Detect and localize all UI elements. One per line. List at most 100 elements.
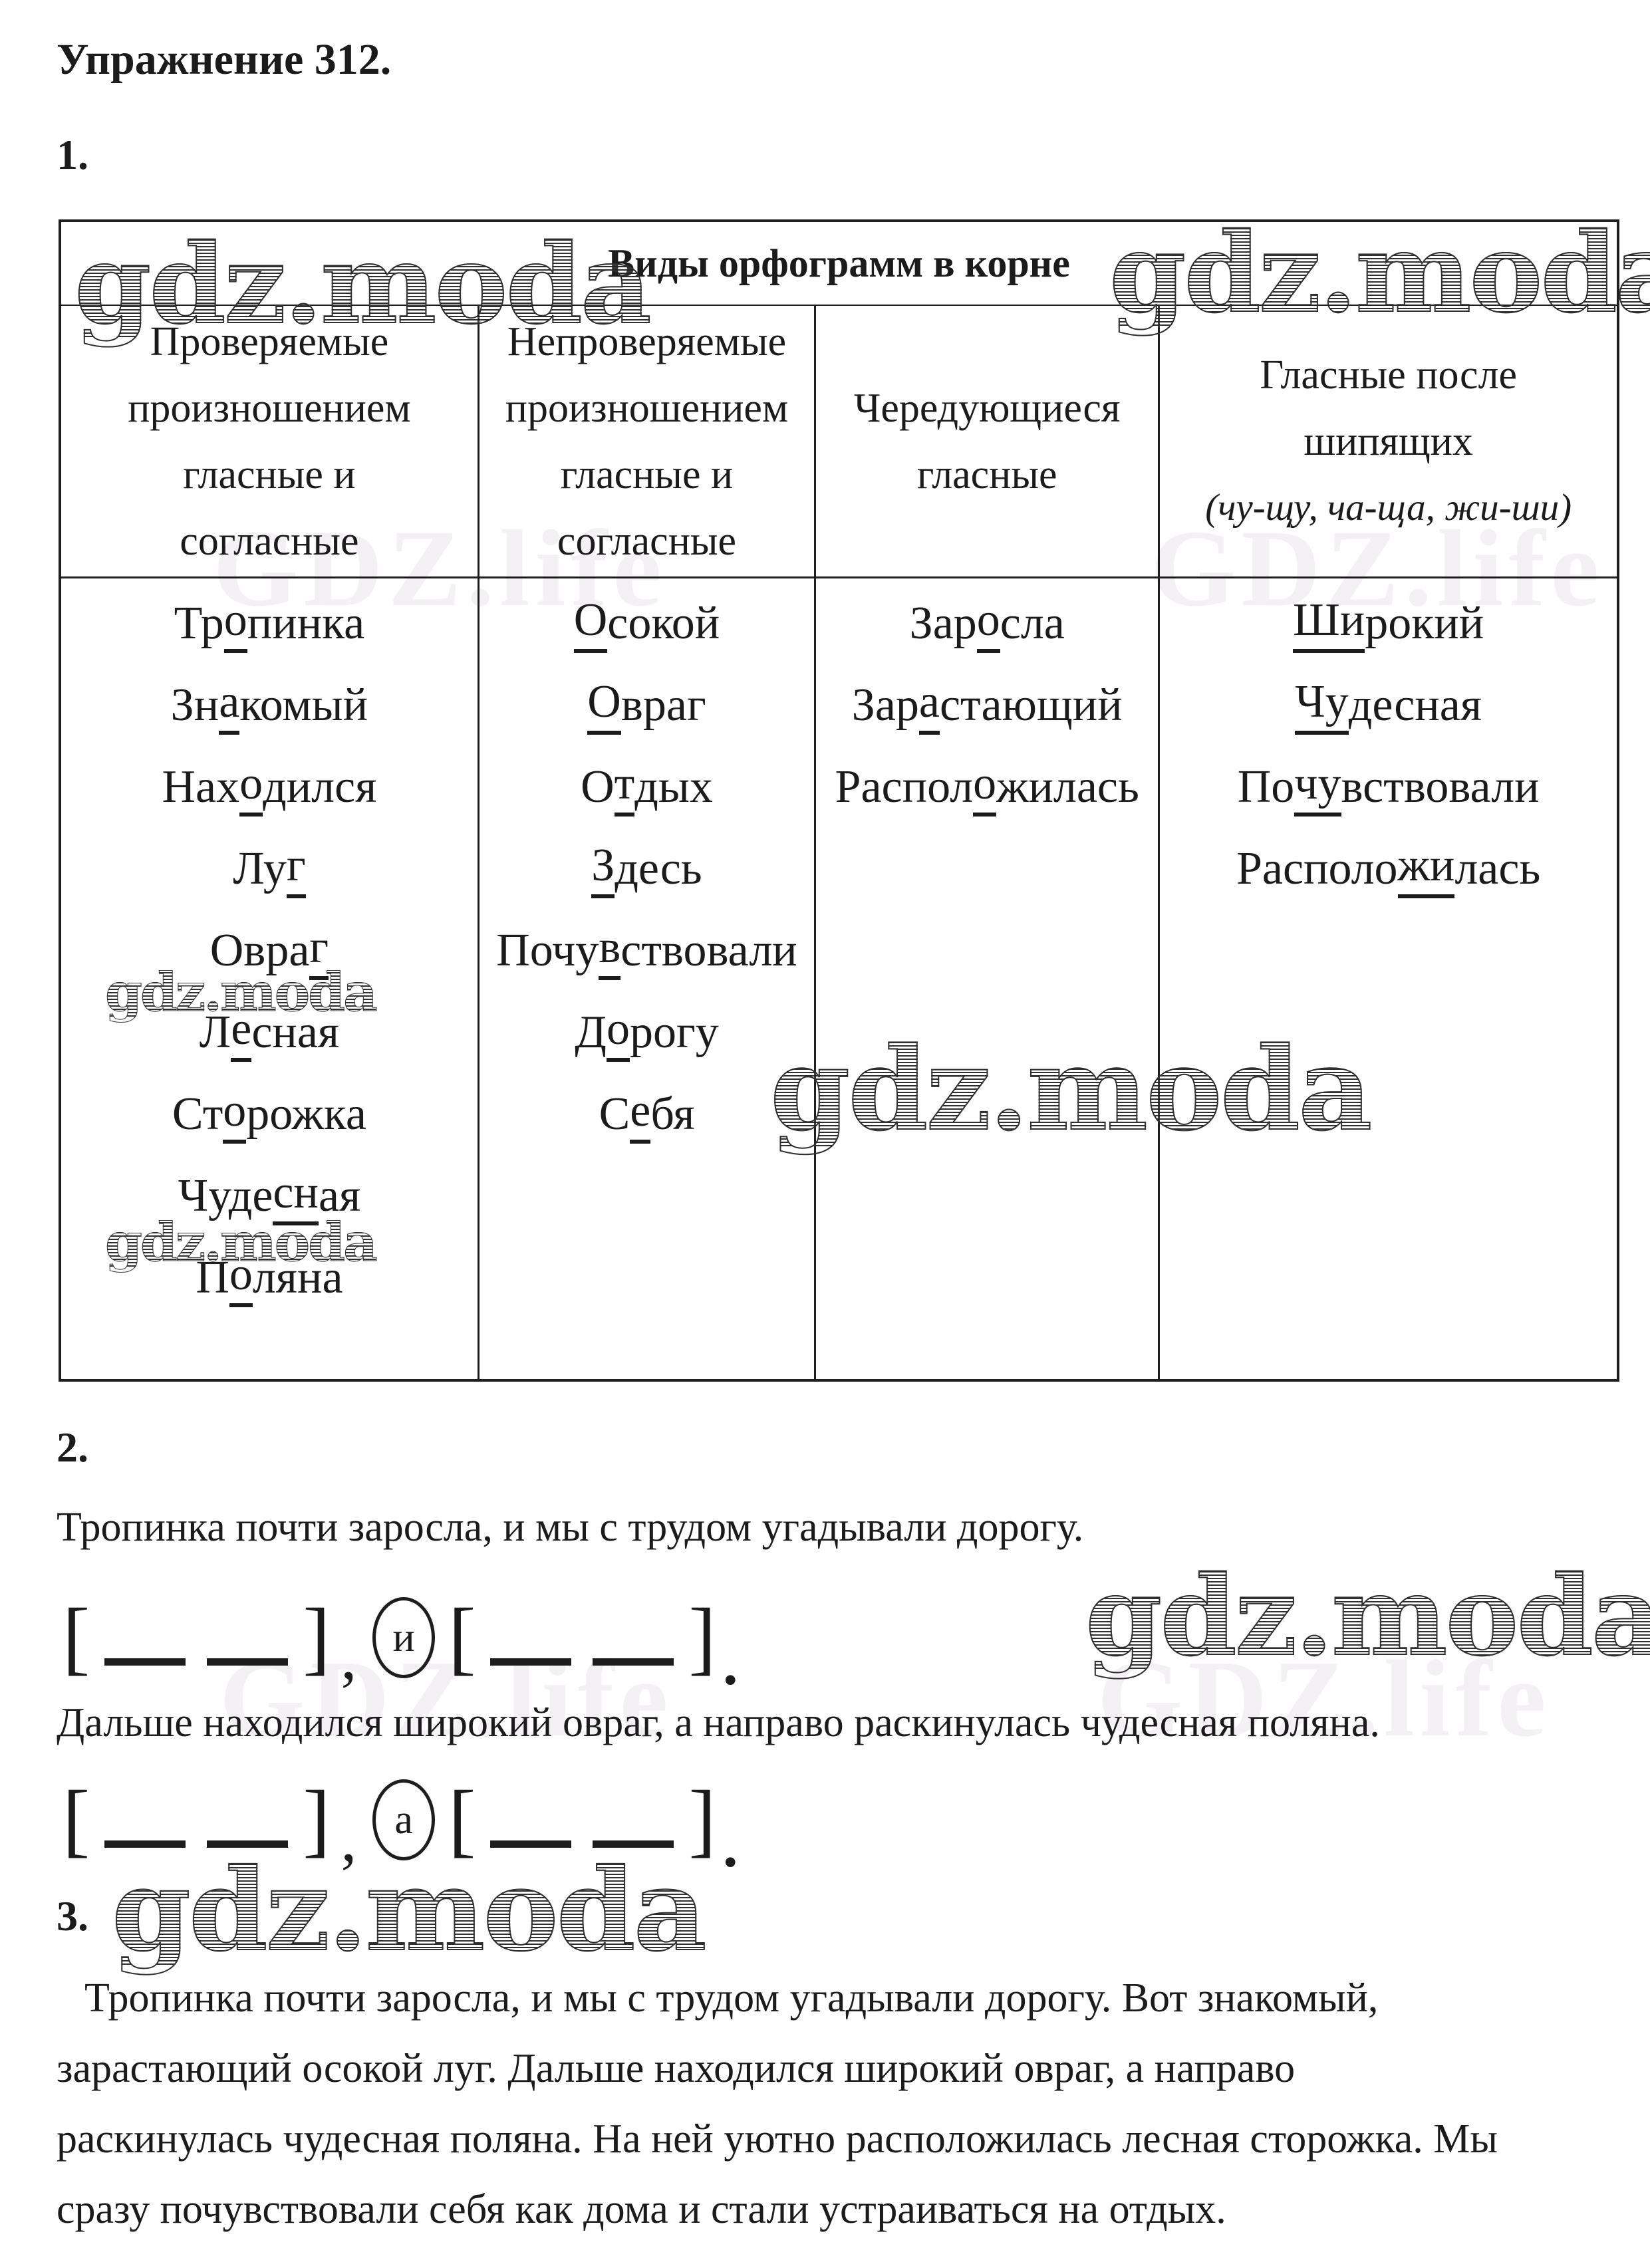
word-part: О xyxy=(581,761,615,813)
orthogram-underline: О xyxy=(573,594,608,653)
ghost-watermark: GDZ.life xyxy=(213,507,667,629)
orthogram-underline: о xyxy=(229,1248,253,1307)
scheme-bracket: [ xyxy=(63,1774,90,1865)
word-part: десная xyxy=(1348,679,1482,731)
word-part: Зн xyxy=(170,679,219,731)
ghost-watermark: GDZ.life xyxy=(1097,1638,1552,1759)
word-part: сла xyxy=(1000,597,1065,649)
table-header-line: Чередующиеся xyxy=(854,385,1121,431)
sentence-scheme-2: [], а[]. xyxy=(59,1763,741,1880)
watermark-top-right: gdz.moda xyxy=(1109,217,1650,328)
orthogram-underline: а xyxy=(918,676,940,735)
table-header-line: согласные xyxy=(557,518,737,564)
scheme-blank-line xyxy=(104,1840,186,1848)
word-part: враг xyxy=(620,679,706,731)
scheme-conjunction-circle: а xyxy=(372,1779,436,1860)
word-part: Располо xyxy=(1236,842,1398,894)
word-part: стающий xyxy=(939,679,1123,731)
orthogram-underline: жи xyxy=(1397,839,1455,898)
scheme-bracket: ] xyxy=(688,1774,716,1865)
sentence-scheme-1: [], и[]. xyxy=(59,1581,741,1698)
orthogram-underline: о xyxy=(223,594,247,653)
word-part: Зар xyxy=(851,679,919,731)
orthogram-underline: З xyxy=(591,839,615,898)
orthogram-underline: Чу xyxy=(1295,676,1349,735)
orthogram-underline: т xyxy=(614,757,635,817)
table-header-line: Проверяемые xyxy=(150,318,389,364)
paragraph-line: Тропинка почти заросла, и мы с трудом уг… xyxy=(84,1975,1379,2021)
table-header-alternating-vowels: Чередующиеся гласные xyxy=(814,306,1158,576)
table-column-alternating: Зар о сла Зар а стающий Распол о жилась xyxy=(814,578,1158,1380)
orthogram-underline: О xyxy=(587,676,621,735)
word-part: Почу xyxy=(496,924,599,976)
table-word: Зар а стающий xyxy=(852,664,1123,746)
orthogram-table: Виды орфограмм в корне Проверяемые произн… xyxy=(59,219,1619,1382)
word-part: П xyxy=(196,1251,229,1303)
word-part: дился xyxy=(263,761,377,813)
scheme-comma: , xyxy=(341,1805,357,1874)
word-part: Д xyxy=(575,1006,607,1058)
ghost-watermark: GDZ.life xyxy=(1151,507,1605,629)
orthogram-underline: е xyxy=(231,1003,252,1062)
word-part: Зар xyxy=(909,597,977,649)
section-3-paragraph: Тропинка почти заросла, и мы с трудом уг… xyxy=(57,1963,1639,2245)
orthogram-underline: а xyxy=(219,676,240,735)
word-part: бя xyxy=(650,1088,695,1140)
word-part: Л xyxy=(199,1006,231,1058)
watermark-small-1: gdz.moda xyxy=(105,961,378,1023)
word-part: сокой xyxy=(607,597,720,649)
table-word: Ст о рожка xyxy=(172,1073,366,1155)
orthogram-underline: о xyxy=(239,757,263,817)
word-part: С xyxy=(599,1088,630,1140)
orthogram-underline: о xyxy=(607,1003,630,1062)
scheme-blank-line xyxy=(207,1658,289,1666)
table-word: Нах о дился xyxy=(162,746,376,828)
page-title: Упражнение 312. xyxy=(57,35,392,84)
scheme-comma: , xyxy=(341,1623,357,1692)
word-part: Тр xyxy=(174,597,224,649)
orthogram-underline: чу xyxy=(1294,757,1341,817)
orthogram-underline: сн xyxy=(273,1166,319,1225)
table-header-line: (чу-щу, ча-ща, жи-ши) xyxy=(1205,486,1572,529)
table-word: Зар о сла xyxy=(910,582,1065,664)
paragraph-line: сразу почувствовали себя как дома и стал… xyxy=(57,2187,1226,2232)
orthogram-underline: в xyxy=(599,921,621,980)
watermark-center: gdz.moda xyxy=(769,1021,1373,1156)
table-column-after-sibilants: Ши рокий Чу десная По чу вствовали Располо жи лас… xyxy=(1158,578,1617,1380)
section-2-sentence-1: Тропинка почти заросла, и мы с трудом уг… xyxy=(57,1505,1084,1550)
table-header-line: произношением xyxy=(128,385,411,431)
word-part: ствовали xyxy=(620,924,797,976)
table-header-line: произношением xyxy=(505,385,789,431)
watermark-section-2: gdz.moda xyxy=(1085,1561,1650,1672)
orthogram-underline: е xyxy=(630,1084,651,1144)
paragraph-line: зарастающий осокой луг. Дальше находился… xyxy=(57,2046,1296,2091)
table-header-line: шипящих xyxy=(1304,418,1473,464)
watermark-top-left: gdz.moda xyxy=(74,219,652,348)
word-part: Распол xyxy=(835,761,974,813)
orthogram-underline: Ши xyxy=(1293,594,1365,653)
word-part: По xyxy=(1237,761,1295,813)
table-header-vowels-after-sibilants: Гласные после шипящих (чу-щу, ча-ща, жи-ши… xyxy=(1158,306,1617,576)
table-header-line: гласные и xyxy=(560,451,734,497)
word-part: ая xyxy=(318,1170,361,1221)
orthogram-underline: о xyxy=(223,1084,247,1144)
word-part: комый xyxy=(239,679,368,731)
word-part: жилась xyxy=(996,761,1139,813)
word-part: десь xyxy=(615,842,702,894)
word-part: Чуде xyxy=(178,1170,273,1221)
word-part: рогу xyxy=(630,1006,719,1058)
word-part: Ст xyxy=(172,1088,223,1140)
